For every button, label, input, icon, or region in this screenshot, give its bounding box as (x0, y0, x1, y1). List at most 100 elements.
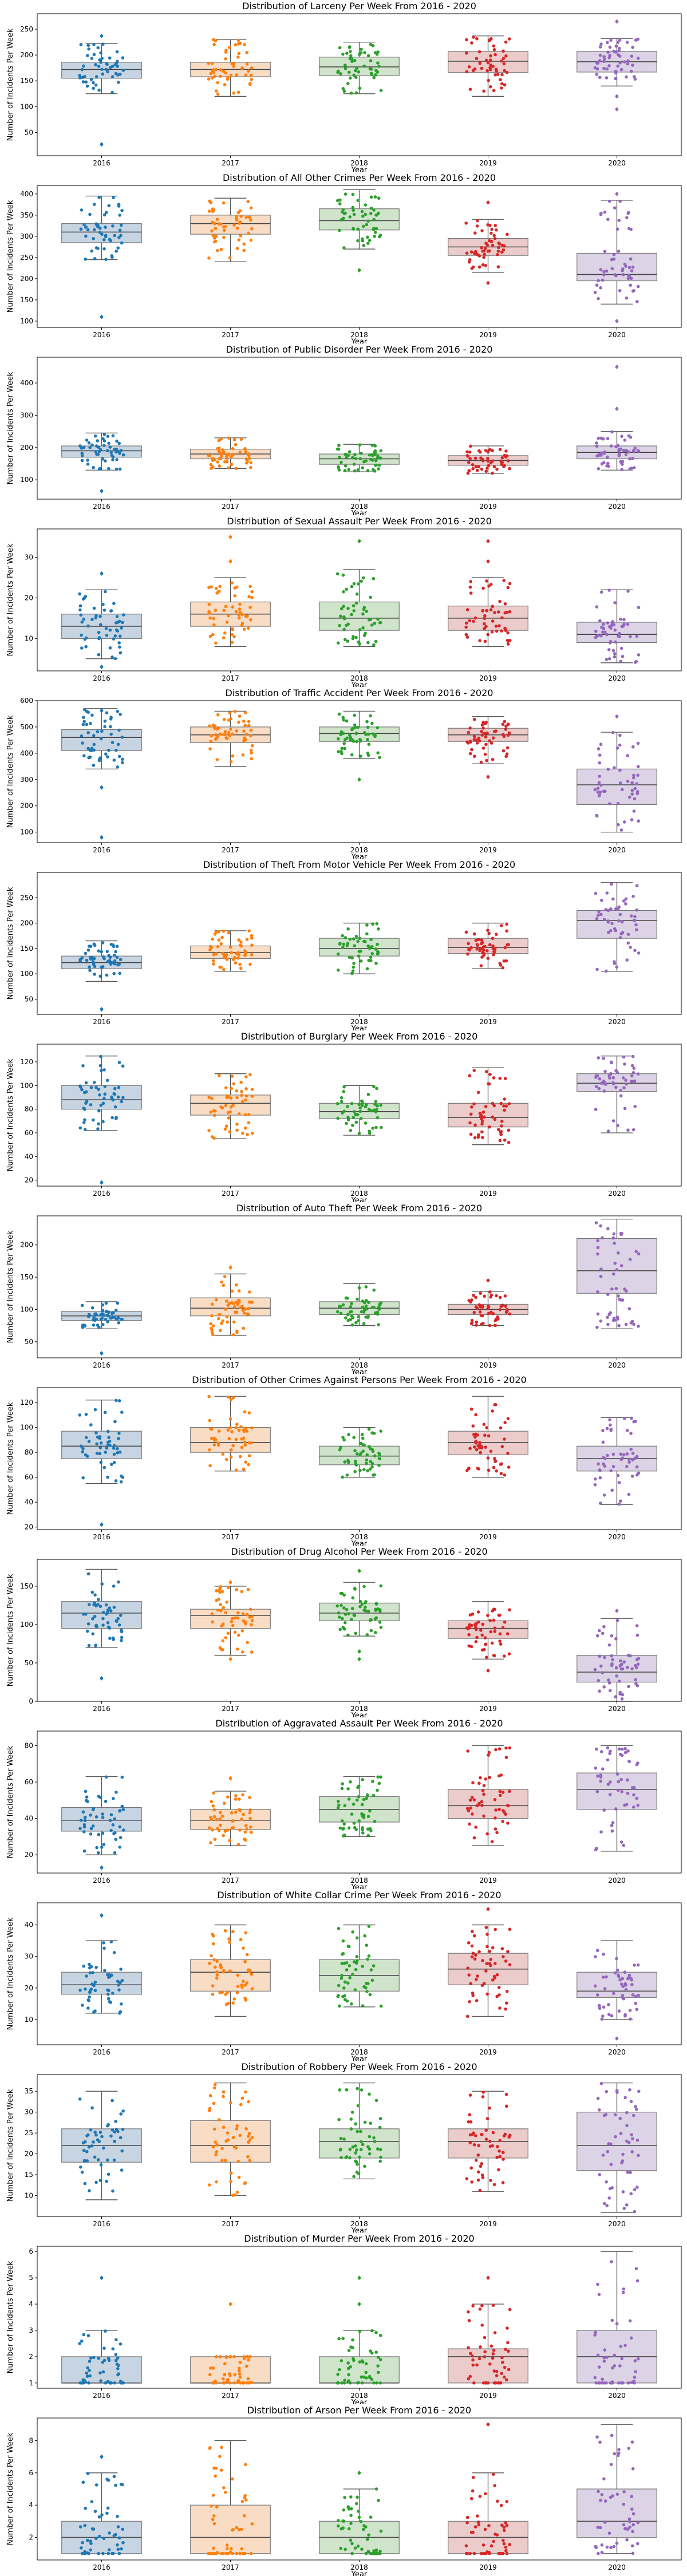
swarm-point (377, 1456, 381, 1460)
swarm-point (618, 912, 622, 916)
swarm-point (212, 208, 215, 212)
y-tick-label: 100 (20, 1424, 33, 1432)
swarm-point (339, 2156, 343, 2159)
swarm-point (103, 1969, 106, 1973)
swarm-point (208, 2094, 212, 2097)
swarm-point (218, 451, 222, 455)
swarm-point (477, 465, 481, 469)
swarm-point (476, 2520, 480, 2524)
swarm-point (113, 2130, 116, 2134)
swarm-point (480, 942, 483, 946)
swarm-point (470, 1318, 474, 1322)
swarm-point (84, 1613, 88, 1616)
swarm-point (92, 2140, 95, 2144)
swarm-point (614, 445, 618, 449)
swarm-point (481, 746, 485, 750)
swarm-point (83, 1118, 86, 1121)
x-tick-label: 2018 (350, 846, 368, 854)
swarm-point (491, 2304, 495, 2307)
swarm-point (486, 459, 490, 463)
y-axis-label: Number of Incidents Per Week (6, 28, 15, 141)
swarm-point (485, 758, 488, 762)
swarm-point (493, 1797, 497, 1801)
swarm-point (104, 1775, 108, 1779)
swarm-point (360, 2375, 364, 2379)
swarm-point (370, 945, 374, 949)
swarm-point (250, 953, 254, 957)
swarm-point (346, 622, 350, 626)
swarm-point (492, 2369, 496, 2373)
swarm-point (595, 444, 599, 448)
y-tick-label: 40 (25, 1815, 33, 1823)
swarm-point (477, 50, 481, 54)
swarm-point (120, 1978, 124, 1982)
iqr-box (190, 1297, 271, 1317)
swarm-point (356, 199, 360, 202)
swarm-point (377, 467, 380, 471)
iqr-box (61, 445, 142, 458)
x-tick-label: 2016 (93, 1190, 110, 1198)
swarm-point (219, 74, 222, 78)
swarm-point (471, 2132, 475, 2136)
box-2016 (61, 33, 142, 147)
swarm-point (629, 436, 633, 439)
swarm-point (89, 945, 93, 949)
swarm-point (222, 609, 226, 613)
box-chart: Distribution of Drug Alcohol Per Week Fr… (6, 1546, 682, 1717)
swarm-point (353, 58, 357, 62)
swarm-point (114, 1398, 118, 1402)
swarm-point (78, 2097, 82, 2101)
swarm-point (489, 1963, 492, 1967)
swarm-point (596, 2096, 600, 2100)
swarm-point (505, 2378, 508, 2382)
swarm-point (92, 1315, 96, 1319)
swarm-point (357, 1132, 361, 1135)
swarm-point (348, 733, 352, 737)
x-axis-label: Year (351, 338, 368, 343)
swarm-point (596, 2526, 600, 2529)
swarm-point (231, 453, 235, 457)
swarm-point (481, 1789, 485, 1792)
swarm-point (357, 2510, 360, 2513)
swarm-point (78, 444, 82, 448)
swarm-point (350, 1323, 354, 1327)
swarm-point (498, 1307, 502, 1311)
swarm-point (372, 76, 376, 80)
swarm-point (616, 2453, 620, 2458)
swarm-point (249, 1441, 253, 1445)
swarm-point (376, 726, 380, 729)
swarm-point (80, 452, 84, 455)
swarm-point (491, 449, 494, 452)
swarm-point (246, 2355, 249, 2358)
plot-area (61, 2081, 657, 2214)
chart-title: Distribution of Sexual Assault Per Week … (227, 516, 492, 527)
swarm-point (357, 1315, 360, 1318)
swarm-point (351, 1973, 354, 1976)
swarm-point (596, 791, 600, 794)
swarm-point (479, 1629, 483, 1632)
x-tick-label: 2019 (479, 2048, 497, 2056)
swarm-point (376, 456, 380, 460)
y-tick-label: 3 (29, 2326, 33, 2334)
swarm-point (336, 2519, 340, 2522)
swarm-point (212, 617, 215, 621)
swarm-point (114, 748, 118, 752)
swarm-point (105, 2511, 109, 2515)
swarm-point (480, 1800, 484, 1804)
swarm-point (110, 65, 114, 68)
y-tick-label: 150 (20, 1273, 33, 1281)
swarm-point (366, 2550, 370, 2554)
box-2017 (190, 709, 271, 767)
swarm-point (250, 590, 254, 594)
swarm-point (245, 2381, 249, 2385)
swarm-point (632, 1793, 635, 1797)
swarm-point (220, 1590, 224, 1594)
swarm-point (211, 1828, 214, 1832)
swarm-point (210, 1612, 214, 1615)
swarm-point (373, 195, 377, 199)
swarm-point (374, 1631, 377, 1634)
swarm-point (242, 1467, 246, 1471)
swarm-point (367, 742, 371, 746)
plot-area (61, 19, 657, 147)
swarm-point (377, 2499, 380, 2502)
